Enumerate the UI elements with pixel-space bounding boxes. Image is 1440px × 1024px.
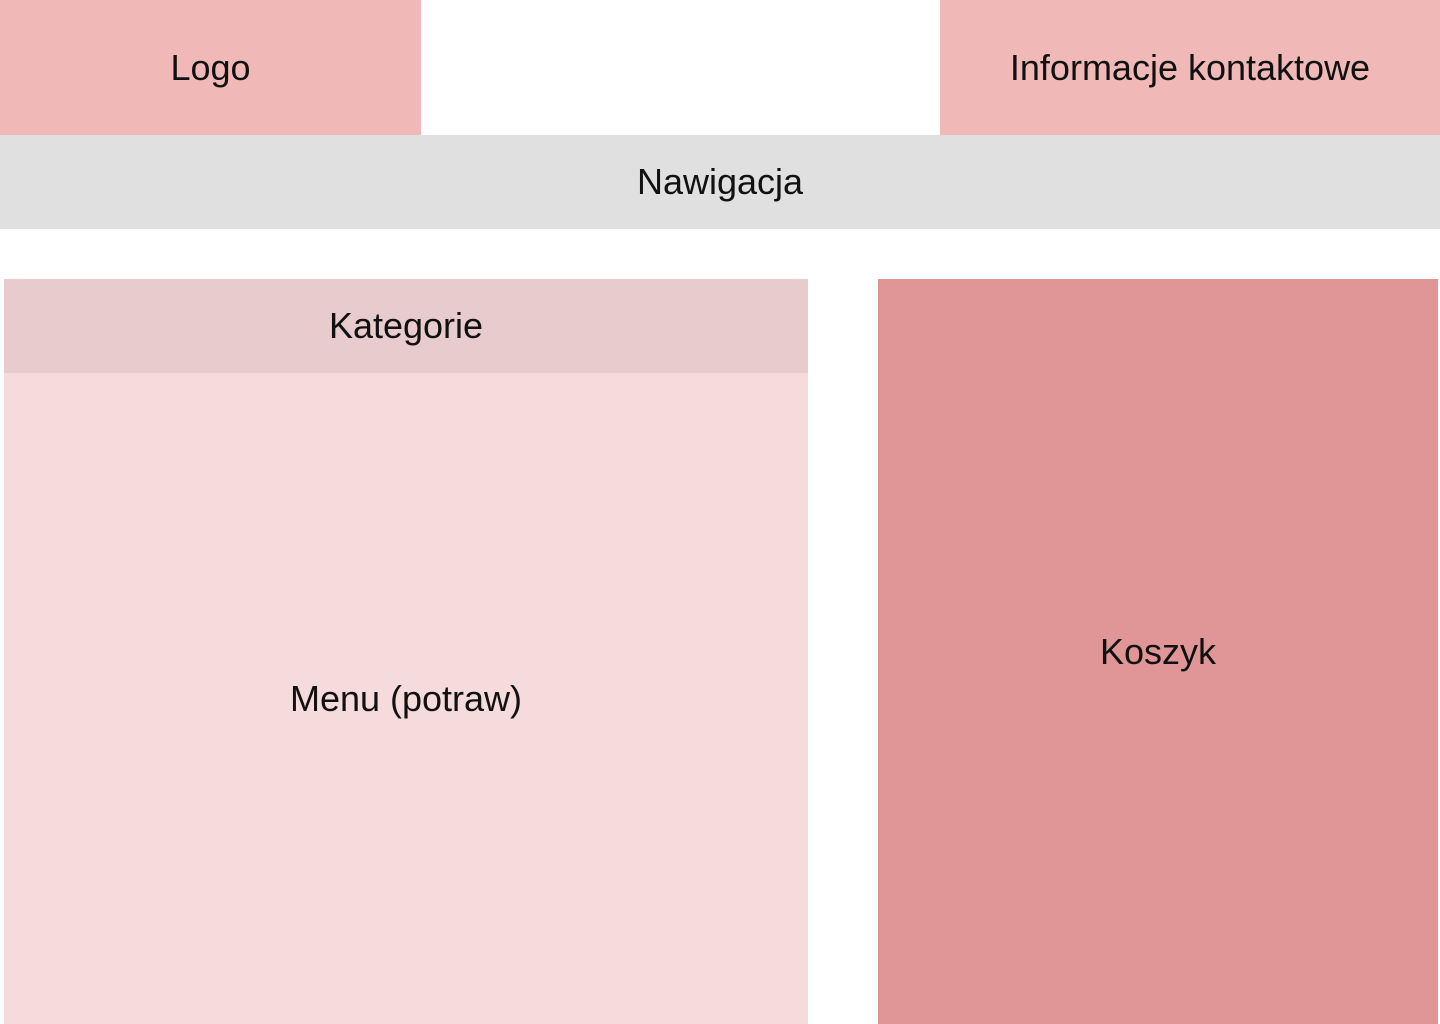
contact-info-block: Informacje kontaktowe — [940, 0, 1440, 135]
navigation-bar[interactable]: Nawigacja — [0, 135, 1440, 229]
menu-dishes-label: Menu (potraw) — [289, 677, 523, 719]
menu-dishes-panel: Menu (potraw) — [4, 279, 808, 1024]
navigation-label: Nawigacja — [636, 161, 804, 202]
contact-info-label: Informacje kontaktowe — [1009, 46, 1371, 88]
categories-bar[interactable]: Kategorie — [4, 279, 808, 373]
logo-block[interactable]: Logo — [0, 0, 421, 135]
cart-panel[interactable]: Koszyk — [878, 279, 1438, 1024]
categories-label: Kategorie — [328, 305, 484, 346]
logo-label: Logo — [170, 46, 251, 88]
cart-label: Koszyk — [1099, 630, 1217, 672]
